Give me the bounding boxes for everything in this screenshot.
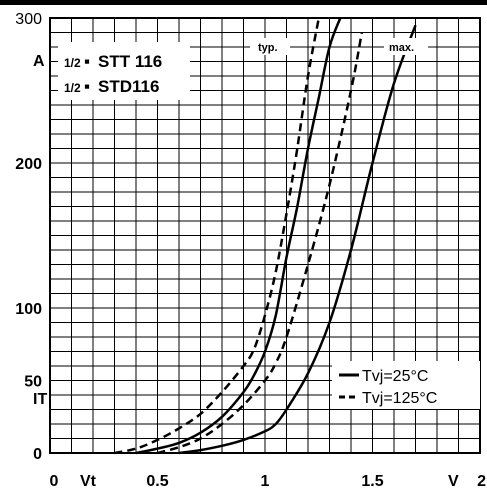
x-unit-label: V <box>448 473 459 489</box>
curve-label-max-background <box>384 38 428 55</box>
y-axis-label: IT <box>33 391 47 408</box>
legend-item-25c: Tvj=25°C <box>362 368 428 385</box>
x-tick-labels: 0 0.5 1 1.5 2 <box>50 473 487 489</box>
x-tick-label: 1.5 <box>361 473 383 489</box>
title-line-1-bullet: ▪ <box>84 52 90 71</box>
title-line-1-fraction: 1/2 <box>64 56 81 70</box>
y-unit-label: A <box>33 53 45 70</box>
y-tick-label: 300 <box>15 11 42 28</box>
y-tick-label: 0 <box>33 446 42 463</box>
curve-label-typ-text: typ. <box>258 42 278 54</box>
legend: Tvj=25°C Tvj=125°C <box>332 361 480 409</box>
y-tick-label: 200 <box>15 156 42 173</box>
curve-label-typ: typ. <box>250 38 290 55</box>
title-line-2-text: STD116 <box>98 77 159 96</box>
series-line-125c-max <box>157 32 364 455</box>
x-tick-label: 0.5 <box>146 473 168 489</box>
curves <box>114 17 417 455</box>
x-tick-label: 0 <box>50 473 59 489</box>
curve-label-max: max. <box>384 38 428 55</box>
legend-item-125c: Tvj=125°C <box>362 390 437 407</box>
series-line-25c-typ <box>135 17 342 455</box>
chart-title-block: 1/2 ▪ STT 116 1/2 ▪ STD116 <box>58 42 190 100</box>
curve-label-max-text: max. <box>389 42 414 54</box>
y-tick-labels: 0 50 100 200 300 <box>15 11 42 463</box>
series-line-25c-max <box>178 24 417 455</box>
title-line-2-fraction: 1/2 <box>64 81 81 95</box>
legend-background <box>332 361 480 409</box>
y-tick-label: 50 <box>24 374 42 391</box>
top-border-bar <box>0 0 487 5</box>
x-tick-label: 2 <box>477 473 486 489</box>
title-line-1-text: STT 116 <box>98 52 162 71</box>
series-line-125c-typ <box>114 17 321 455</box>
curve-label-typ-background <box>250 38 290 55</box>
title-background <box>58 42 190 100</box>
plot-frame <box>49 17 481 454</box>
x-axis-label: Vt <box>80 473 97 489</box>
x-tick-label: 1 <box>261 473 270 489</box>
y-tick-label: 100 <box>15 301 42 318</box>
title-line-2-bullet: ▪ <box>84 77 90 96</box>
